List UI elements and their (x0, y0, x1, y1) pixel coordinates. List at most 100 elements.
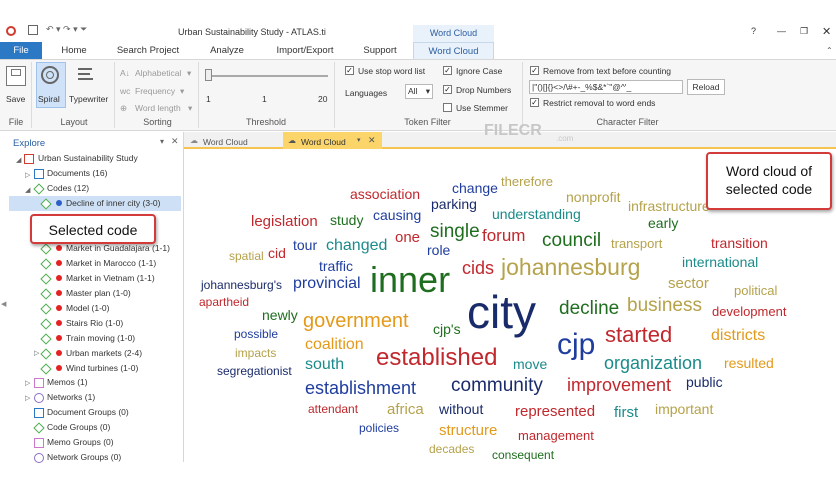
cloud-word[interactable]: south (305, 356, 345, 373)
tree-item-code[interactable]: Stairs Rio (1-0) (66, 318, 124, 328)
tree-item-code[interactable]: Model (1-0) (66, 303, 110, 313)
cloud-word[interactable]: management (518, 428, 594, 443)
cloud-word[interactable]: newly (262, 307, 298, 323)
expand-arrow-icon[interactable]: ▷ (34, 350, 40, 357)
tree-item-code[interactable]: Market in Guadalajara (1-1) (66, 243, 170, 253)
threshold-slider-handle[interactable] (205, 69, 212, 81)
word-length-option[interactable]: Word length (135, 103, 181, 113)
cloud-word[interactable]: resulted (724, 355, 774, 371)
pin-icon[interactable]: ▾ (357, 137, 361, 144)
cloud-word[interactable]: public (686, 374, 723, 390)
cloud-word[interactable]: political (734, 283, 778, 298)
expand-arrow-icon[interactable]: ◢ (16, 157, 22, 164)
expand-arrow-icon[interactable]: ▷ (25, 380, 31, 387)
use-stop-word-checkbox[interactable]: ✓ (345, 66, 354, 75)
cloud-word[interactable]: role (427, 242, 451, 258)
cloud-word[interactable]: organization (604, 353, 703, 373)
tab-file[interactable]: File (0, 42, 42, 59)
tree-item-code[interactable]: Market in Vietnam (1-1) (66, 273, 155, 283)
cloud-word[interactable]: international (682, 254, 759, 270)
collapse-left-icon[interactable]: ◀ (1, 301, 7, 308)
cloud-word[interactable]: infrastructure (628, 198, 710, 214)
cloud-word[interactable]: attendant (308, 402, 359, 416)
chevron-down-icon[interactable]: ▾ (180, 86, 185, 96)
cloud-word[interactable]: decline (559, 298, 620, 319)
tab-import-export[interactable]: Import/Export (276, 45, 334, 56)
tab-support[interactable]: Support (363, 45, 397, 56)
expand-arrow-icon[interactable]: ◢ (25, 187, 31, 194)
cloud-word[interactable]: possible (234, 327, 279, 341)
cloud-word[interactable]: changed (326, 237, 388, 254)
cloud-word[interactable]: johannesburg's (201, 278, 283, 292)
save-button[interactable]: Save (6, 94, 26, 104)
cloud-word[interactable]: provincial (293, 275, 361, 292)
cloud-word[interactable]: first (614, 404, 639, 421)
cloud-word[interactable]: understanding (492, 206, 581, 222)
tree-item-project[interactable]: Urban Sustainability Study (38, 153, 138, 163)
cloud-word[interactable]: community (451, 375, 543, 396)
restrict-removal-checkbox[interactable]: ✓ (530, 98, 539, 107)
alphabetical-option[interactable]: Alphabetical (135, 68, 182, 78)
cloud-word[interactable]: city (467, 286, 536, 338)
cloud-word[interactable]: legislation (251, 213, 318, 230)
tree-item-code-decline[interactable]: Decline of inner city (3-0) (66, 198, 161, 208)
expand-arrow-icon[interactable]: ▷ (25, 172, 31, 179)
cloud-word[interactable]: cids (462, 258, 495, 278)
cloud-word[interactable]: represented (515, 403, 596, 420)
cloud-word[interactable]: cjp (557, 328, 596, 361)
cloud-word[interactable]: segregationist (217, 364, 292, 378)
tree-item-code[interactable]: Train moving (1-0) (66, 333, 136, 343)
cloud-word[interactable]: important (655, 401, 714, 417)
cloud-word[interactable]: nonprofit (566, 189, 621, 205)
cloud-word[interactable]: association (350, 186, 421, 202)
cloud-word[interactable]: started (605, 322, 673, 347)
use-stemmer-checkbox[interactable] (443, 103, 452, 112)
cloud-word[interactable]: parking (431, 196, 477, 212)
cloud-word[interactable]: structure (439, 422, 498, 439)
cloud-word[interactable]: early (648, 215, 679, 231)
cloud-word[interactable]: tour (293, 237, 318, 253)
tab-word-cloud[interactable]: Word Cloud (413, 42, 494, 59)
cloud-word[interactable]: coalition (305, 336, 364, 353)
cloud-word[interactable]: africa (387, 401, 424, 418)
cloud-word[interactable]: government (303, 310, 409, 332)
tree-item-codes[interactable]: Codes (12) (47, 183, 90, 193)
cloud-word[interactable]: business (627, 295, 702, 316)
tree-item-code[interactable]: Master plan (1-0) (66, 288, 131, 298)
pin-icon[interactable]: ▾ (160, 137, 165, 146)
tree-item-network-groups[interactable]: Network Groups (0) (47, 452, 122, 462)
chevron-down-icon[interactable]: ▾ (188, 103, 193, 113)
cloud-word[interactable]: one (395, 229, 421, 246)
chevron-down-icon[interactable]: ▾ (187, 68, 192, 78)
cloud-word[interactable]: development (712, 304, 787, 319)
close-icon[interactable]: ✕ (822, 26, 832, 38)
cloud-word[interactable]: change (452, 180, 498, 196)
drop-numbers-checkbox[interactable]: ✓ (443, 85, 452, 94)
tab-word-cloud-1[interactable]: Word Cloud (203, 137, 248, 147)
cloud-word[interactable]: districts (711, 327, 766, 344)
characters-input[interactable]: |"()[]{}<>/\#+-_%$&*`"@^'_ (529, 80, 683, 94)
tree-item-code-groups[interactable]: Code Groups (0) (47, 422, 111, 432)
tree-item-networks[interactable]: Networks (1) (47, 392, 96, 402)
tree-item-document-groups[interactable]: Document Groups (0) (47, 407, 129, 417)
cloud-word[interactable]: traffic (319, 258, 353, 274)
cloud-word[interactable]: move (513, 356, 548, 372)
languages-select[interactable]: All ▾ (405, 84, 433, 99)
minimize-icon[interactable]: — (777, 26, 786, 36)
tree-item-documents[interactable]: Documents (16) (47, 168, 108, 178)
help-icon[interactable]: ? (751, 26, 757, 36)
tree-item-code[interactable]: Urban markets (2-4) (66, 348, 143, 358)
collapse-ribbon-icon[interactable]: ⌃ (826, 46, 833, 55)
cloud-word[interactable]: consequent (492, 448, 555, 462)
ignore-case-checkbox[interactable]: ✓ (443, 66, 452, 75)
cloud-word[interactable]: transition (711, 235, 768, 251)
save-icon[interactable] (6, 66, 26, 86)
cloud-word[interactable]: without (439, 401, 484, 417)
save-quick-icon[interactable] (28, 25, 38, 35)
undo-icon[interactable]: ↶ ▾ ↷ ▾ ⏷ (46, 24, 88, 34)
tree-item-code[interactable]: Market in Marocco (1-1) (66, 258, 157, 268)
cloud-word[interactable]: study (330, 212, 364, 228)
tab-search-project[interactable]: Search Project (116, 45, 180, 56)
tab-word-cloud-active[interactable] (283, 132, 382, 149)
cloud-word[interactable]: forum (482, 226, 526, 245)
